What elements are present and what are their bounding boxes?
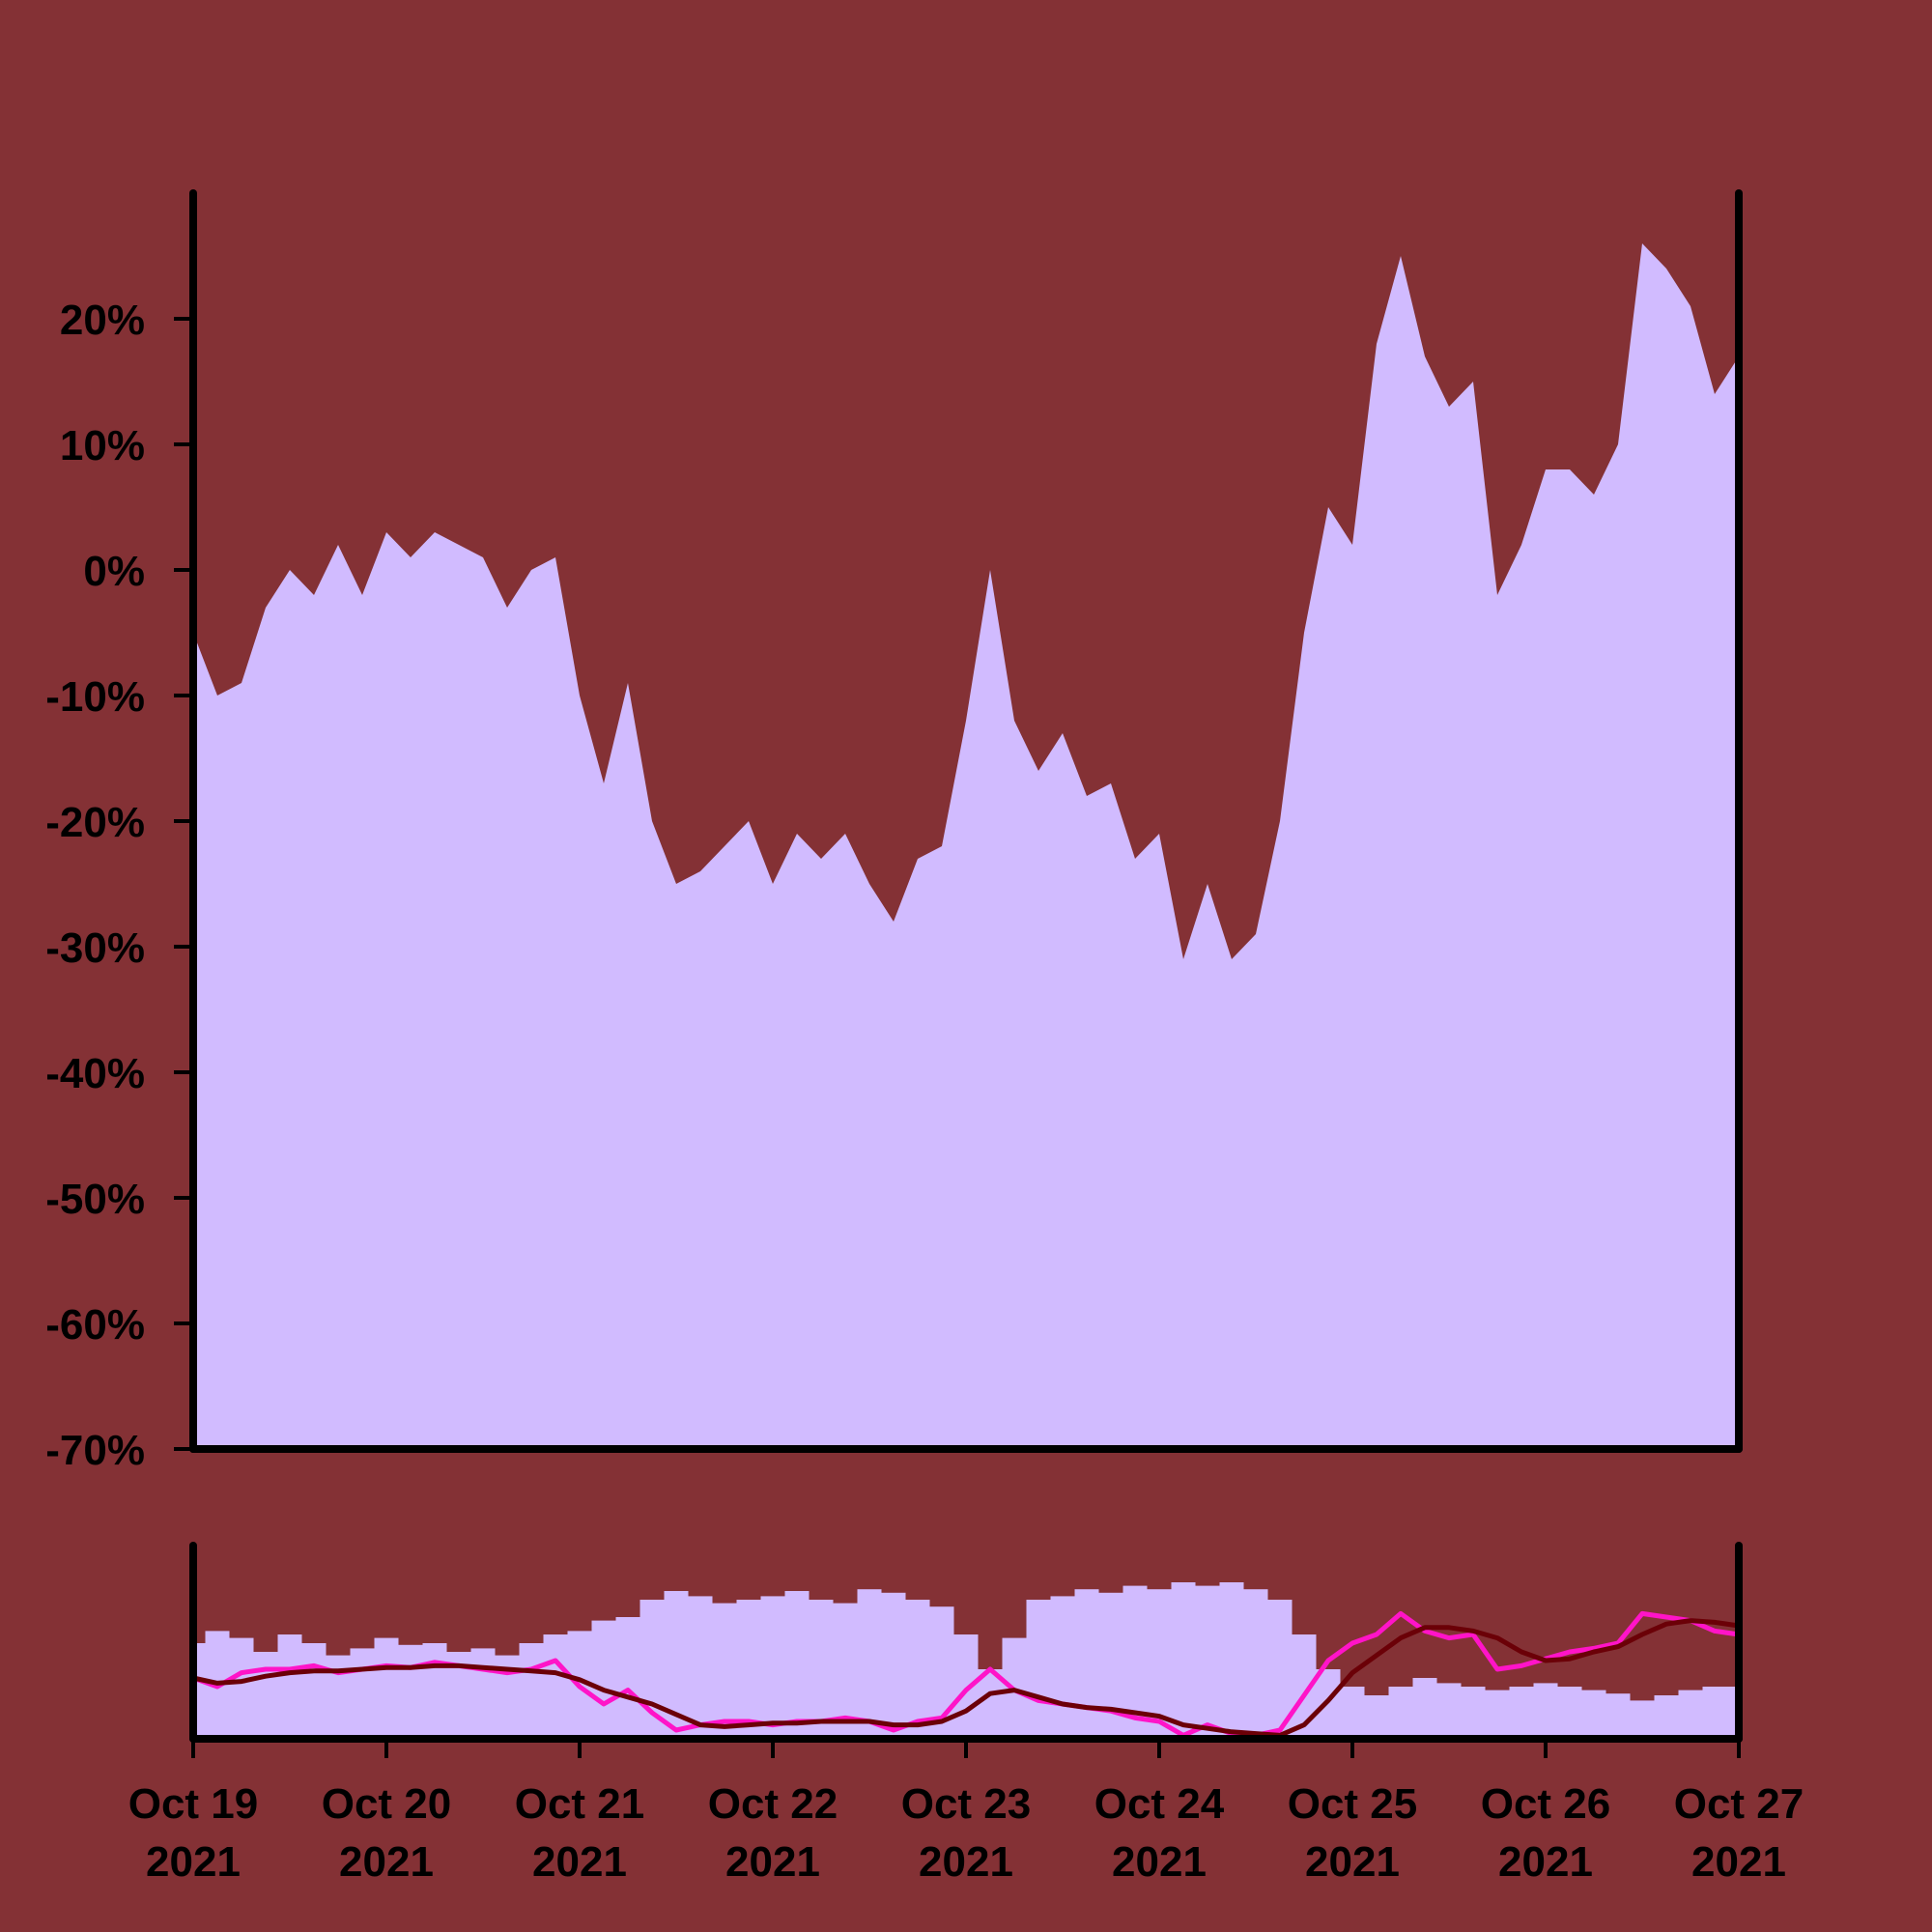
volume-bar (1219, 1582, 1244, 1739)
x-tick-label-day: Oct 22 (708, 1780, 838, 1828)
volume-bar (1364, 1695, 1389, 1739)
volume-bar (350, 1648, 375, 1739)
x-tick-label-year: 2021 (1305, 1838, 1400, 1886)
x-tick-label-day: Oct 19 (128, 1780, 259, 1828)
volume-bar (1485, 1690, 1510, 1739)
y-tick-label: -50% (45, 1176, 145, 1223)
volume-bar (398, 1644, 423, 1739)
volume-bar (1605, 1693, 1631, 1739)
volume-bar (591, 1620, 616, 1739)
x-tick-label-year: 2021 (725, 1838, 820, 1886)
volume-bar (1581, 1690, 1606, 1739)
volume-bar (857, 1589, 882, 1739)
x-tick-label-year: 2021 (919, 1838, 1013, 1886)
x-tick-label-day: Oct 23 (901, 1780, 1032, 1828)
y-tick-label: -70% (45, 1427, 145, 1474)
volume-bar (784, 1591, 810, 1739)
volume-bar (712, 1603, 737, 1739)
volume-bar (1654, 1695, 1679, 1739)
volume-bar (881, 1592, 906, 1739)
volume-bar (1557, 1687, 1582, 1739)
volume-bar (760, 1596, 785, 1739)
x-tick-label-day: Oct 27 (1674, 1780, 1804, 1828)
volume-bar (1702, 1687, 1727, 1739)
volume-bar (422, 1643, 447, 1739)
volume-bar (1630, 1700, 1655, 1739)
volume-bar (1678, 1690, 1703, 1739)
x-tick-label-day: Oct 25 (1288, 1780, 1418, 1828)
x-tick-label-year: 2021 (1112, 1838, 1207, 1886)
volume-bar (1316, 1669, 1341, 1739)
volume-bar (736, 1600, 761, 1739)
volume-bar (615, 1617, 640, 1739)
y-tick-label: -30% (45, 924, 145, 972)
main-area-chart: 20% 10% 0% -10% -20% -30% -40% -50% -60% -70% (45, 189, 1743, 1474)
volume-bar (1050, 1596, 1075, 1739)
x-tick-label-day: Oct 21 (515, 1780, 645, 1828)
volume-bar (543, 1634, 568, 1739)
y-tick-label: 20% (60, 297, 145, 344)
volume-bar (1340, 1687, 1365, 1739)
volume-bar (809, 1600, 834, 1739)
volume-bar (905, 1600, 930, 1739)
y-tick-label: 0% (83, 548, 145, 595)
volume-bar (1509, 1687, 1534, 1739)
volume-bar (277, 1634, 302, 1739)
volume-bar (1243, 1589, 1268, 1739)
volume-bar (229, 1637, 254, 1739)
x-tick-label-day: Oct 24 (1094, 1780, 1225, 1828)
y-tick-label: 10% (60, 422, 145, 469)
x-tick-label-year: 2021 (146, 1838, 241, 1886)
volume-bar (953, 1634, 979, 1739)
volume-bar (301, 1643, 327, 1739)
volume-bar (253, 1652, 278, 1739)
x-tick-label-day: Oct 26 (1481, 1780, 1611, 1828)
volume-bar (1098, 1592, 1123, 1739)
volume-chart: Oct 19 2021 Oct 20 2021 Oct 21 2021 Oct 22 2021… (128, 1542, 1804, 1886)
volume-bar (978, 1669, 1003, 1739)
volume-bar (1388, 1687, 1413, 1739)
x-tick-label-year: 2021 (532, 1838, 627, 1886)
volume-bar (1074, 1589, 1099, 1739)
y-tick-label: -40% (45, 1050, 145, 1097)
volume-bar (1436, 1683, 1462, 1739)
volume-bar (1412, 1678, 1437, 1739)
volume-bar (470, 1648, 496, 1739)
x-tick-label-year: 2021 (339, 1838, 434, 1886)
area-series (193, 243, 1739, 1449)
x-tick-label-year: 2021 (1498, 1838, 1593, 1886)
x-tick-label-year: 2021 (1691, 1838, 1786, 1886)
y-tick-label: -20% (45, 799, 145, 846)
volume-bar (374, 1637, 399, 1739)
volume-bar (688, 1596, 713, 1739)
y-tick-label: -60% (45, 1301, 145, 1349)
x-tick-label-day: Oct 20 (322, 1780, 452, 1828)
y-tick-label: -10% (45, 673, 145, 721)
volume-bar (1026, 1600, 1051, 1739)
volume-bar (1171, 1582, 1196, 1739)
volume-bar (1533, 1683, 1558, 1739)
volume-bar (1195, 1585, 1220, 1739)
moving-average-slow-line (192, 1618, 1740, 1738)
volume-bar (519, 1643, 544, 1739)
volume-bar (1461, 1687, 1486, 1739)
